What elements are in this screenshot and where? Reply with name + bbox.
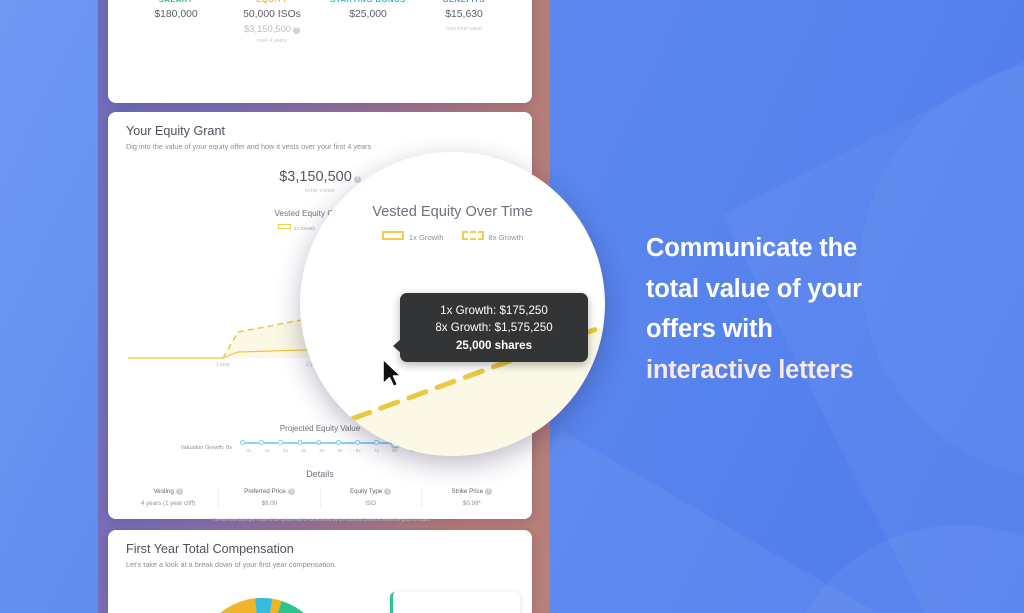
detail-label-strike-price: Strike Price? [422,487,522,495]
summary-label-starting-bonus: STARTING BONUS [320,0,416,4]
compensation-donut-chart[interactable] [190,592,334,613]
comp-card-subtitle: Let's take a look at a break down of you… [126,560,337,569]
headline-line-2: total value of your [646,274,862,303]
cursor-svg [382,358,402,388]
equity-total-value: $3,150,500? [108,169,532,185]
info-icon[interactable]: ? [292,26,300,34]
slider-tick[interactable] [259,440,264,445]
donut-svg [196,598,328,613]
detail-value-vesting: 4 years (1 year cliff) [141,499,196,507]
legend-label-8x-growth-magnified: 8x Growth [488,233,524,242]
legend-label-1x-growth: 1x Growth [294,226,315,231]
detail-item-preferred-price: Preferred Price? $8.00 [219,487,321,507]
background-circle-shape [780,525,1024,613]
equity-card-subtitle: Dig into the value of your equity offer … [126,142,372,151]
headline-line-4: interactive letters [646,355,854,384]
slider-tick[interactable] [240,440,245,445]
detail-label-preferred-price: Preferred Price? [219,487,319,495]
detail-label-vesting-text: Vesting [153,487,174,495]
summary-item-salary: SALARY $180,000 [128,0,224,44]
details-row: Vesting? 4 years (1 year cliff) Preferre… [108,487,532,507]
detail-item-strike-price: Strike Price? $0.99* [422,487,522,507]
equity-card-header: Your Equity Grant Dig into the value of … [108,112,532,151]
slider-tick-label: 2x [282,448,288,454]
legend-swatch-dashed [461,231,484,240]
info-icon[interactable]: ? [287,487,295,495]
summary-value-salary: $180,000 [154,8,198,20]
legend-label-1x-growth-magnified: 1x Growth [408,233,444,242]
info-icon[interactable]: ? [353,176,361,183]
detail-value-strike-price: $0.99* [462,499,481,507]
summary-item-equity: EQUITY 50,000 ISOs $3,150,500? over 4 ye… [224,0,320,44]
summary-note-equity: over 4 years [257,37,287,44]
headline-line-1: Communicate the [646,234,857,262]
chart-line-8x [222,279,513,359]
marketing-headline: Communicate the total value of your offe… [646,228,966,390]
salary-chip[interactable]: SALARY $180,000 [390,592,520,613]
x-axis-label-1-year: 1 year [216,362,230,368]
info-icon[interactable]: ? [485,487,493,495]
detail-item-equity-type: Equity Type? ISO [321,487,422,507]
comp-card-title: First Year Total Compensation [126,542,294,556]
slider-tick-label: 1x [264,448,270,454]
equity-card-title: Your Equity Grant [126,124,225,138]
valuation-growth-label: Valuation Growth: 8x [180,444,232,451]
detail-value-equity-type: ISO [365,499,376,507]
summary-label-benefits: BENEFITS [416,0,512,4]
slider-tick-label: 0x [246,448,252,454]
summary-note-benefits: max total value [445,25,483,32]
legend-item-8x-growth-magnified[interactable]: 8x Growth [461,231,524,242]
comp-card-header: First Year Total Compensation Let's take… [108,530,532,569]
tooltip-line-8x-growth: 8x Growth: $1,575,250 [435,321,553,334]
summary-subvalue-equity: $3,150,500? [224,23,320,34]
summary-subvalue-equity-text: $3,150,500 [244,22,291,34]
legend-item-1x-growth[interactable]: 1x Growth [278,224,315,231]
equity-total-value-text: $3,150,500 [279,169,352,185]
mouse-cursor-icon [381,358,403,388]
magnified-chart-legend: 1x Growth 8x Growth [300,231,605,242]
tooltip-shares: 25,000 shares [455,339,533,352]
info-icon[interactable]: ? [175,487,183,495]
detail-label-equity-type-text: Equity Type [350,487,383,495]
intro-card: All of us here at Aperture are so excite… [108,0,532,103]
summary-value-benefits: $15,630 [445,8,483,20]
compensation-summary-row: SALARY $180,000 EQUITY 50,000 ISOs $3,15… [128,0,512,44]
summary-item-starting-bonus: STARTING BONUS $25,000 [320,0,416,44]
equity-total-label: total value [305,188,335,194]
summary-value-equity: 50,000 ISOs [243,8,301,20]
info-icon[interactable]: ? [384,487,392,495]
chart-tooltip: 1x Growth: $175,250 8x Growth: $1,575,25… [393,293,588,362]
detail-item-vesting: Vesting? 4 years (1 year cliff) [118,487,220,507]
projected-equity-title: Projected Equity Value [279,424,361,433]
magnified-chart-title: Vested Equity Over Time [372,204,533,220]
legend-swatch-solid [278,224,292,229]
detail-label-strike-price-text: Strike Price [451,487,484,495]
donut-segment-bonus [196,598,328,613]
magnified-line-8x [300,323,605,441]
legend-item-1x-growth-magnified[interactable]: 1x Growth [381,231,444,242]
summary-value-starting-bonus: $25,000 [349,8,387,20]
legend-swatch-solid [381,231,404,240]
detail-label-preferred-price-text: Preferred Price [244,487,286,495]
strike-price-footnote: *The exercise price per share of the opt… [210,516,430,522]
equity-total-block: $3,150,500? total value [108,169,532,194]
tooltip-line-1x-growth: 1x Growth: $175,250 [440,304,548,317]
first-year-compensation-card: First Year Total Compensation Let's take… [108,530,532,613]
details-title: Details [306,468,334,479]
vested-equity-chart-title: Vested Equity Over Time [274,208,366,218]
summary-label-salary: SALARY [128,0,224,4]
slider-tick[interactable] [278,440,283,445]
detail-label-vesting: Vesting? [118,487,218,495]
detail-label-equity-type: Equity Type? [321,487,421,495]
detail-value-preferred-price: $8.00 [261,499,278,507]
summary-item-benefits: BENEFITS $15,630 max total value [416,0,512,44]
summary-label-equity: EQUITY [224,0,320,4]
headline-line-3: offers with [646,315,773,343]
